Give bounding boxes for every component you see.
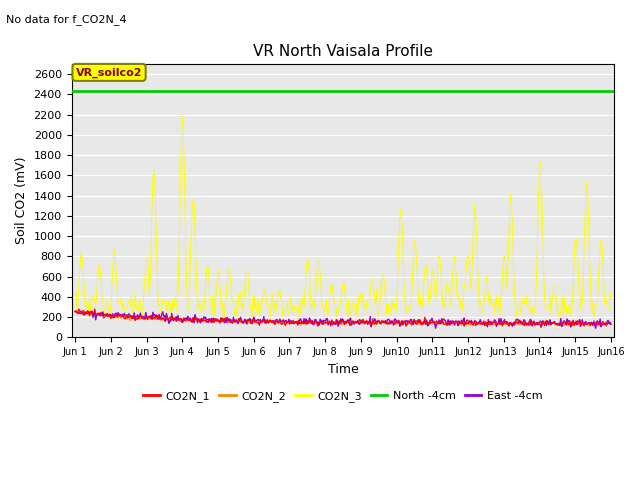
Text: No data for f_CO2N_4: No data for f_CO2N_4: [6, 14, 127, 25]
Text: VR_soilco2: VR_soilco2: [76, 67, 142, 78]
Legend: CO2N_1, CO2N_2, CO2N_3, North -4cm, East -4cm: CO2N_1, CO2N_2, CO2N_3, North -4cm, East…: [139, 386, 547, 407]
X-axis label: Time: Time: [328, 362, 358, 375]
Title: VR North Vaisala Profile: VR North Vaisala Profile: [253, 44, 433, 59]
Y-axis label: Soil CO2 (mV): Soil CO2 (mV): [15, 157, 28, 244]
